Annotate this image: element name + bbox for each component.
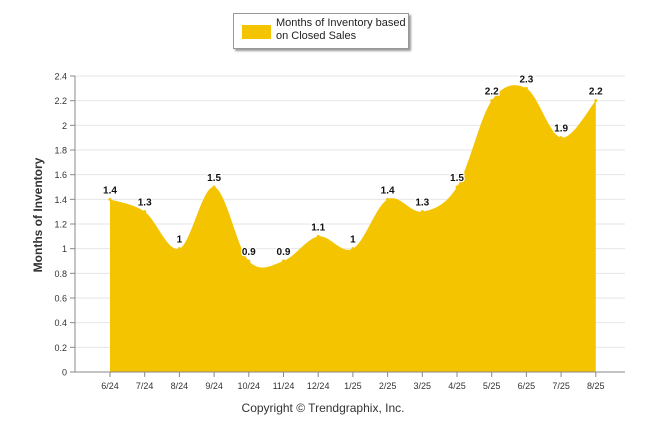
y-tick-label: 0 — [62, 368, 67, 378]
series-area — [110, 85, 596, 372]
data-label: 1.3 — [415, 198, 429, 209]
data-point — [386, 197, 390, 201]
y-tick-label: 0.8 — [54, 269, 67, 279]
x-tick-label: 10/24 — [238, 381, 261, 391]
data-label: 1.4 — [103, 185, 117, 196]
y-tick-label: 1.2 — [54, 220, 67, 230]
legend-label: Months of Inventory based on Closed Sale… — [276, 17, 406, 42]
x-tick-label: 7/24 — [136, 381, 154, 391]
y-tick-label: 1 — [62, 244, 67, 254]
data-point — [177, 247, 181, 251]
data-point — [420, 210, 424, 214]
y-tick-label: 1.6 — [54, 170, 67, 180]
x-tick-label: 8/24 — [171, 381, 189, 391]
data-label: 1.1 — [311, 222, 325, 233]
data-point — [316, 234, 320, 238]
data-point — [490, 99, 494, 103]
x-tick-label: 5/25 — [483, 381, 501, 391]
x-tick-label: 7/25 — [552, 381, 570, 391]
data-point — [282, 259, 285, 263]
x-tick-label: 1/25 — [344, 381, 362, 391]
y-tick-label: 2.4 — [54, 72, 67, 82]
x-tick-label: 12/24 — [307, 381, 330, 391]
x-tick-label: 6/24 — [101, 381, 119, 391]
data-point — [455, 185, 459, 189]
data-label: 1.3 — [138, 198, 152, 209]
data-label: 1 — [177, 235, 183, 246]
data-label: 1.5 — [450, 173, 464, 184]
copyright-footer: Copyright © Trendgraphix, Inc. — [241, 401, 405, 415]
y-tick-label: 1.4 — [54, 195, 67, 205]
area-series — [110, 85, 596, 372]
data-point — [108, 197, 112, 201]
data-point — [351, 247, 355, 251]
x-tick-label: 8/25 — [587, 381, 605, 391]
y-tick-label: 1.8 — [54, 146, 67, 156]
data-point — [559, 136, 563, 140]
y-tick-label: 0.4 — [54, 318, 67, 328]
x-tick-label: 2/25 — [379, 381, 397, 391]
data-point — [524, 86, 528, 90]
data-label: 2.2 — [485, 87, 499, 98]
y-tick-label: 2 — [62, 121, 67, 131]
data-label: 2.3 — [519, 74, 533, 85]
data-label: 0.9 — [277, 247, 291, 258]
data-label: 1.5 — [207, 173, 221, 184]
y-tick-label: 0.2 — [54, 343, 67, 353]
axes: 0 0.2 0.4 0.6 0.8 1 1.2 1.4 1.6 1.8 2 2.2 2.4 6/24 7/2… — [54, 72, 625, 391]
x-tick-label: 9/24 — [205, 381, 223, 391]
legend: Months of Inventory based on Closed Sale… — [233, 13, 409, 49]
data-point — [212, 185, 216, 189]
x-tick-label: 6/25 — [518, 381, 536, 391]
data-label: 2.2 — [589, 87, 603, 98]
y-axis-title: Months of Inventory — [31, 157, 45, 272]
data-label: 1 — [350, 235, 356, 246]
x-tick-label: 4/25 — [448, 381, 466, 391]
x-tick-label: 11/24 — [273, 381, 295, 391]
y-tick-label: 0.6 — [54, 294, 67, 304]
data-point — [247, 259, 251, 263]
data-labels: 1.4 1.3 1 1.5 0.9 0.9 1.1 1 1.4 1.3 1.5 2.2 2.3 1.9 2.… — [102, 73, 604, 263]
y-tick-label: 2.2 — [54, 96, 67, 106]
data-label: 0.9 — [242, 247, 256, 258]
data-label: 1.4 — [381, 185, 395, 196]
x-tick-label: 3/25 — [414, 381, 432, 391]
data-point — [594, 99, 598, 103]
data-label: 1.9 — [554, 124, 568, 135]
data-point — [143, 210, 147, 214]
legend-swatch — [242, 25, 271, 39]
